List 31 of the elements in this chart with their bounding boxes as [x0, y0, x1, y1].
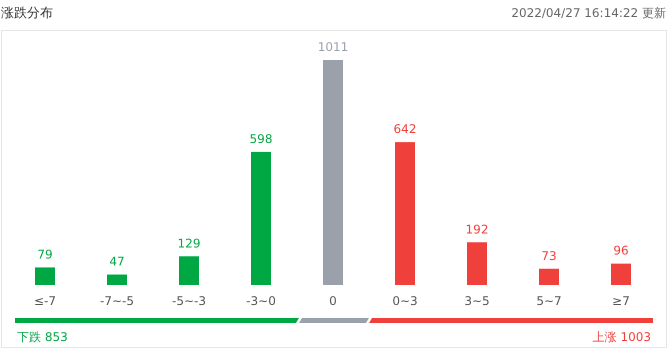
- data-label: 129: [178, 236, 200, 250]
- data-label: 96: [613, 244, 629, 258]
- text: 上涨 1003: [592, 330, 651, 344]
- x-tick-label: 3~5: [464, 294, 490, 308]
- bar: [35, 267, 55, 285]
- bar: [251, 152, 271, 285]
- data-label: 47: [109, 254, 125, 269]
- chart-title: 涨跌分布: [1, 6, 53, 21]
- bar: [611, 264, 631, 285]
- x-tick-label: 0~3: [392, 294, 418, 308]
- bar: [395, 142, 415, 285]
- text: 下跌 853: [17, 330, 68, 344]
- x-tick-label: 5~7: [536, 294, 562, 308]
- bar: [323, 60, 343, 285]
- bar: [179, 256, 199, 285]
- data-label: 642: [394, 122, 416, 136]
- data-label: 1011: [318, 40, 348, 54]
- x-tick-label: ≤-7: [34, 294, 56, 308]
- data-label: 79: [37, 247, 53, 262]
- data-label: 598: [250, 132, 272, 146]
- x-tick-label: -7~-5: [100, 294, 134, 308]
- x-tick-label: -3~0: [246, 294, 276, 308]
- x-tick-label: -5~-3: [172, 294, 206, 308]
- bar: [539, 268, 559, 285]
- bar: [107, 274, 127, 285]
- x-tick-label: 0: [329, 294, 337, 308]
- chart-subtitle: 2022/04/27 16:14:22 更新: [511, 6, 666, 20]
- x-tick-label: ≥7: [612, 294, 630, 308]
- data-label: 192: [466, 222, 488, 236]
- bar: [467, 242, 487, 285]
- data-label: 73: [541, 248, 557, 263]
